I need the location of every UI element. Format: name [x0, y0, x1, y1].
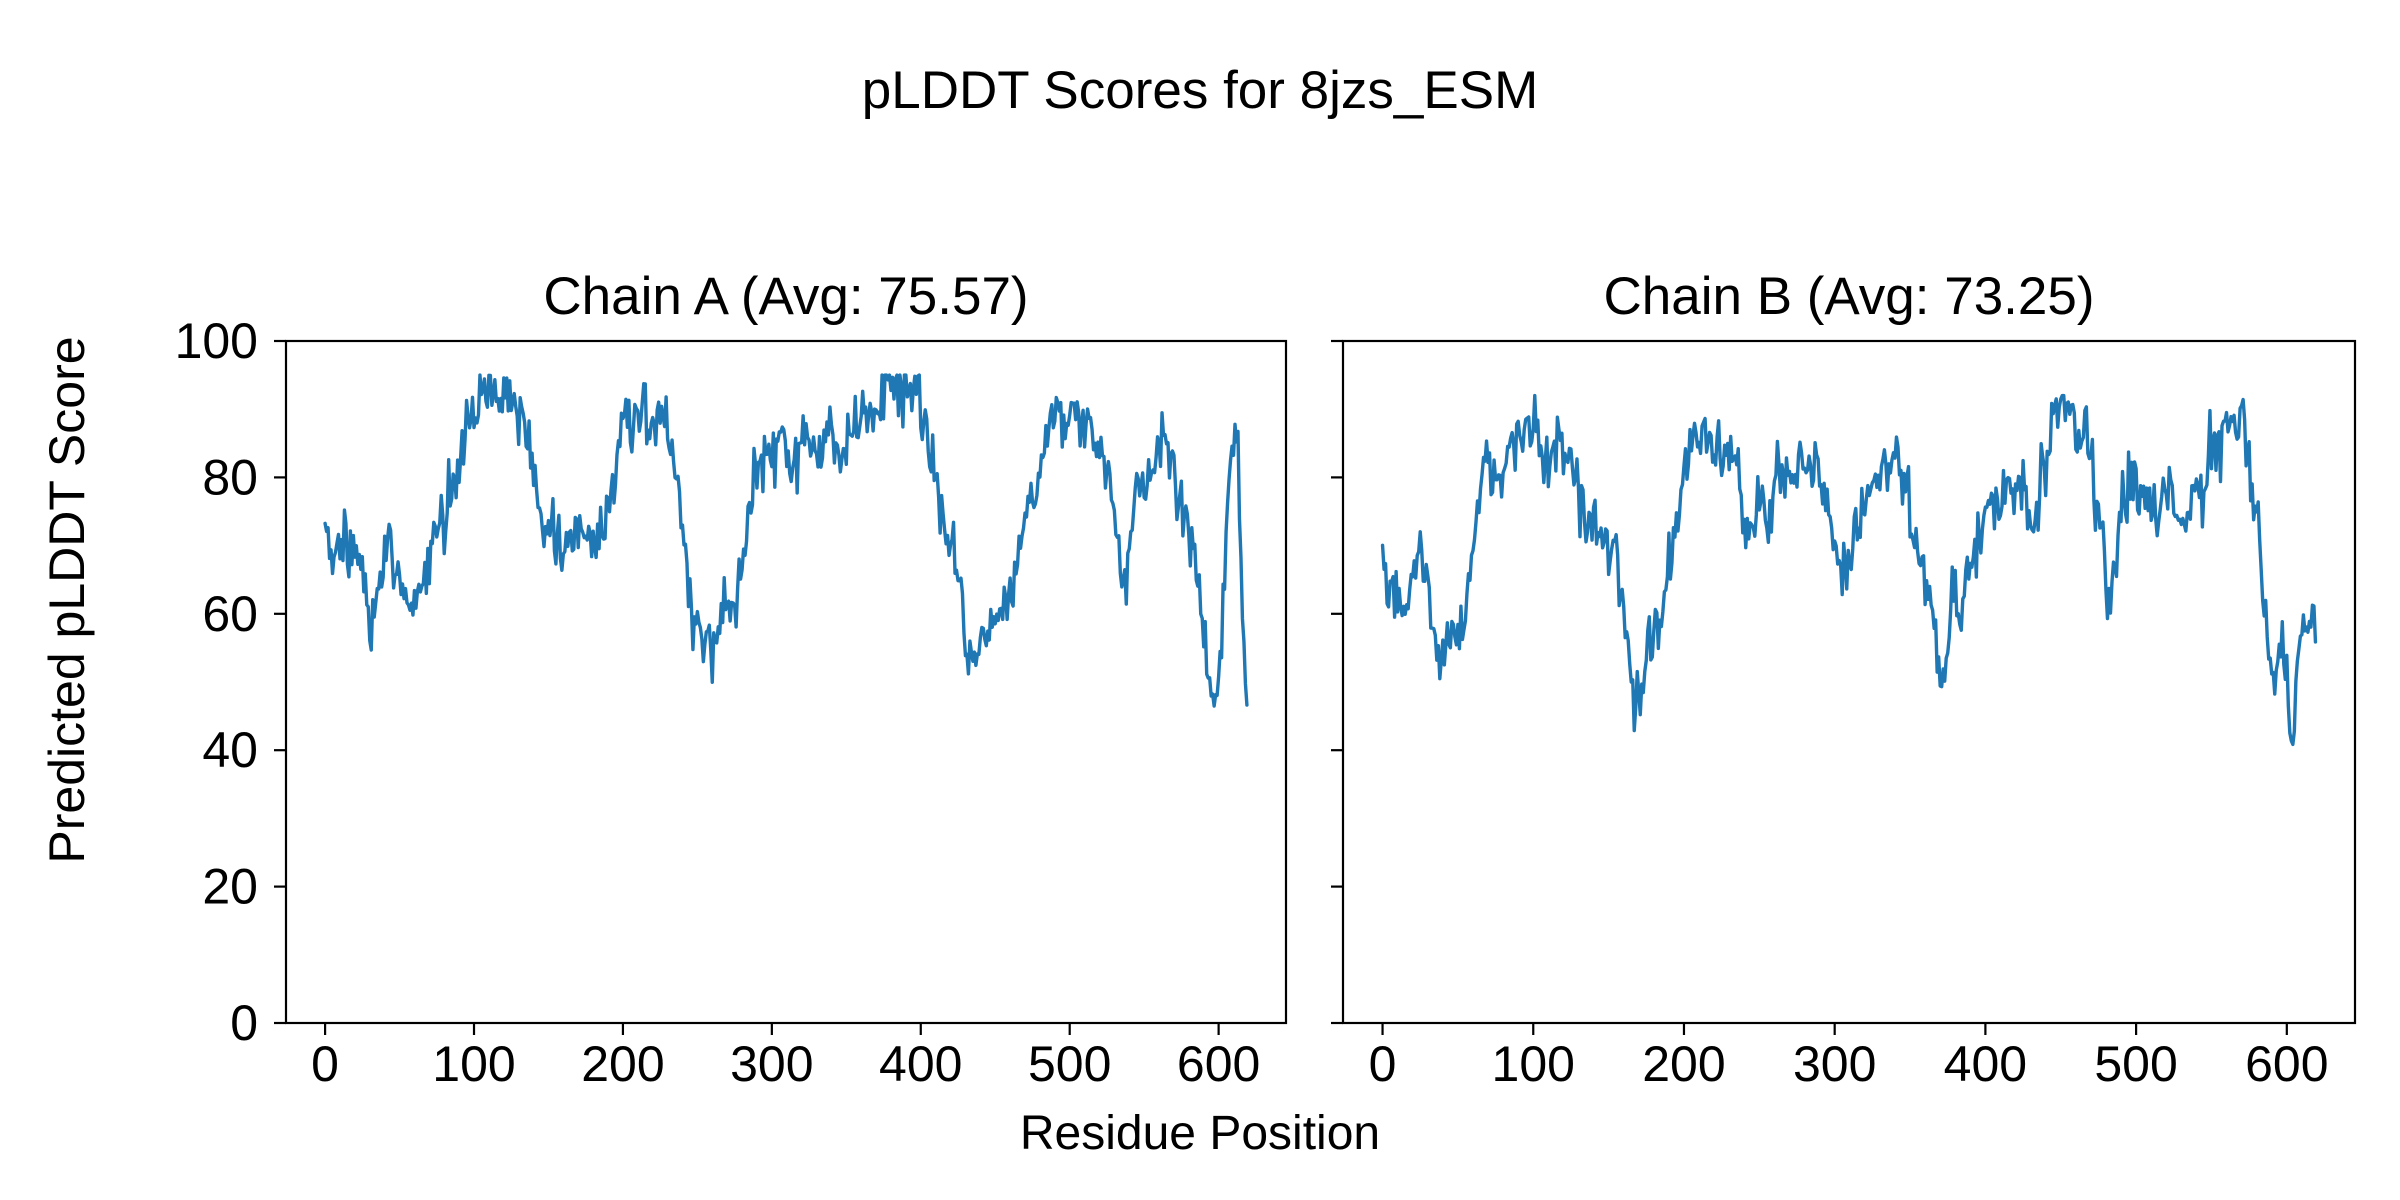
svg-text:400: 400	[1944, 1036, 2027, 1092]
svg-text:0: 0	[1369, 1036, 1397, 1092]
svg-text:300: 300	[1793, 1036, 1876, 1092]
svg-text:100: 100	[1492, 1036, 1575, 1092]
svg-text:0: 0	[230, 995, 258, 1051]
svg-text:40: 40	[202, 722, 258, 778]
svg-text:20: 20	[202, 859, 258, 915]
svg-text:400: 400	[879, 1036, 962, 1092]
svg-text:80: 80	[202, 449, 258, 505]
svg-text:300: 300	[730, 1036, 813, 1092]
svg-text:500: 500	[2094, 1036, 2177, 1092]
svg-text:200: 200	[581, 1036, 664, 1092]
svg-text:100: 100	[175, 313, 258, 369]
svg-text:100: 100	[432, 1036, 515, 1092]
svg-text:500: 500	[1028, 1036, 1111, 1092]
svg-text:60: 60	[202, 586, 258, 642]
svg-text:200: 200	[1642, 1036, 1725, 1092]
svg-text:0: 0	[311, 1036, 339, 1092]
svg-text:600: 600	[2245, 1036, 2328, 1092]
svg-text:600: 600	[1177, 1036, 1260, 1092]
